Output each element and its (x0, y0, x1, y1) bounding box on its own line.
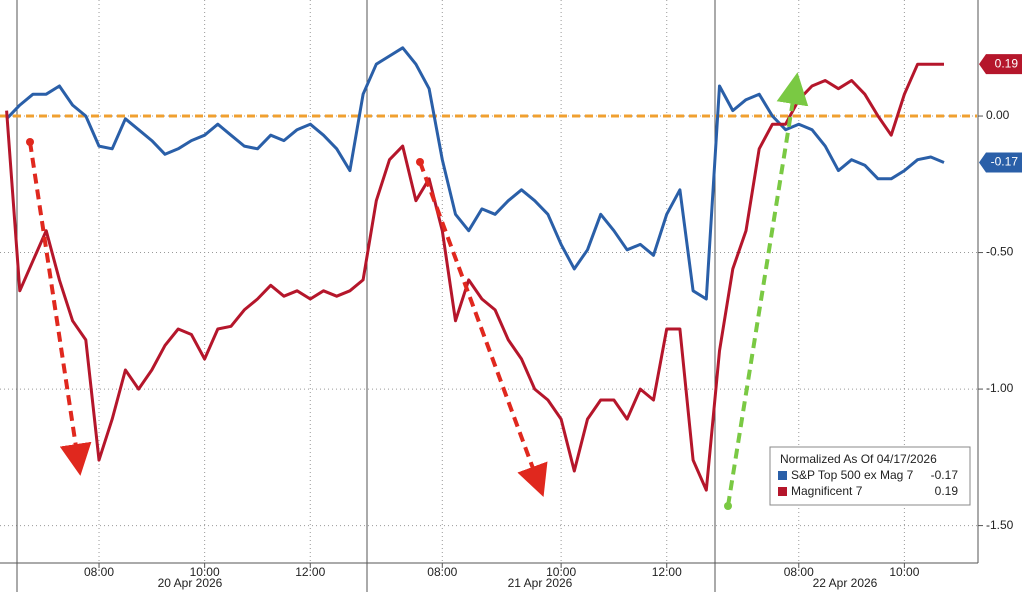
last-value-label: -0.17 (991, 155, 1019, 169)
x-tick-label: 10:00 (546, 565, 576, 579)
series-line (5, 46, 945, 301)
x-tick-label: 08:00 (84, 565, 114, 579)
x-tick-label: 10:00 (889, 565, 919, 579)
legend-label: Magnificent 7 (791, 484, 863, 498)
legend-title: Normalized As Of 04/17/2026 (780, 452, 937, 466)
x-tick-label: 12:00 (652, 565, 682, 579)
x-tick-label: 08:00 (784, 565, 814, 579)
arrow (418, 161, 548, 498)
annotations (26, 72, 809, 510)
last-value-label: 0.19 (995, 56, 1019, 70)
lines (0, 46, 977, 492)
y-tick-label: -1.00 (986, 381, 1014, 395)
legend: Normalized As Of 04/17/2026 S&P Top 500 … (769, 446, 971, 506)
legend-box (769, 446, 971, 506)
day-label: 20 Apr 2026 (158, 576, 223, 590)
x-tick-label: 12:00 (295, 565, 325, 579)
legend-swatch (778, 471, 787, 480)
legend-swatch (778, 487, 787, 496)
y-tick-label: -0.50 (986, 245, 1014, 259)
arrow (28, 141, 92, 476)
y-tick-label: -1.50 (986, 518, 1014, 532)
y-tick-label: 0.00 (986, 108, 1010, 122)
last-value-box (979, 54, 1022, 75)
day-label: 21 Apr 2026 (508, 576, 573, 590)
legend-value: -0.17 (931, 468, 959, 482)
arrow (726, 72, 809, 507)
legend-value: 0.19 (935, 484, 959, 498)
series-line (5, 62, 944, 492)
last-value-box (979, 152, 1022, 173)
day-label: 22 Apr 2026 (813, 576, 878, 590)
x-tick-label: 10:00 (190, 565, 220, 579)
x-tick-label: 08:00 (427, 565, 457, 579)
legend-label: S&P Top 500 ex Mag 7 (791, 468, 914, 482)
